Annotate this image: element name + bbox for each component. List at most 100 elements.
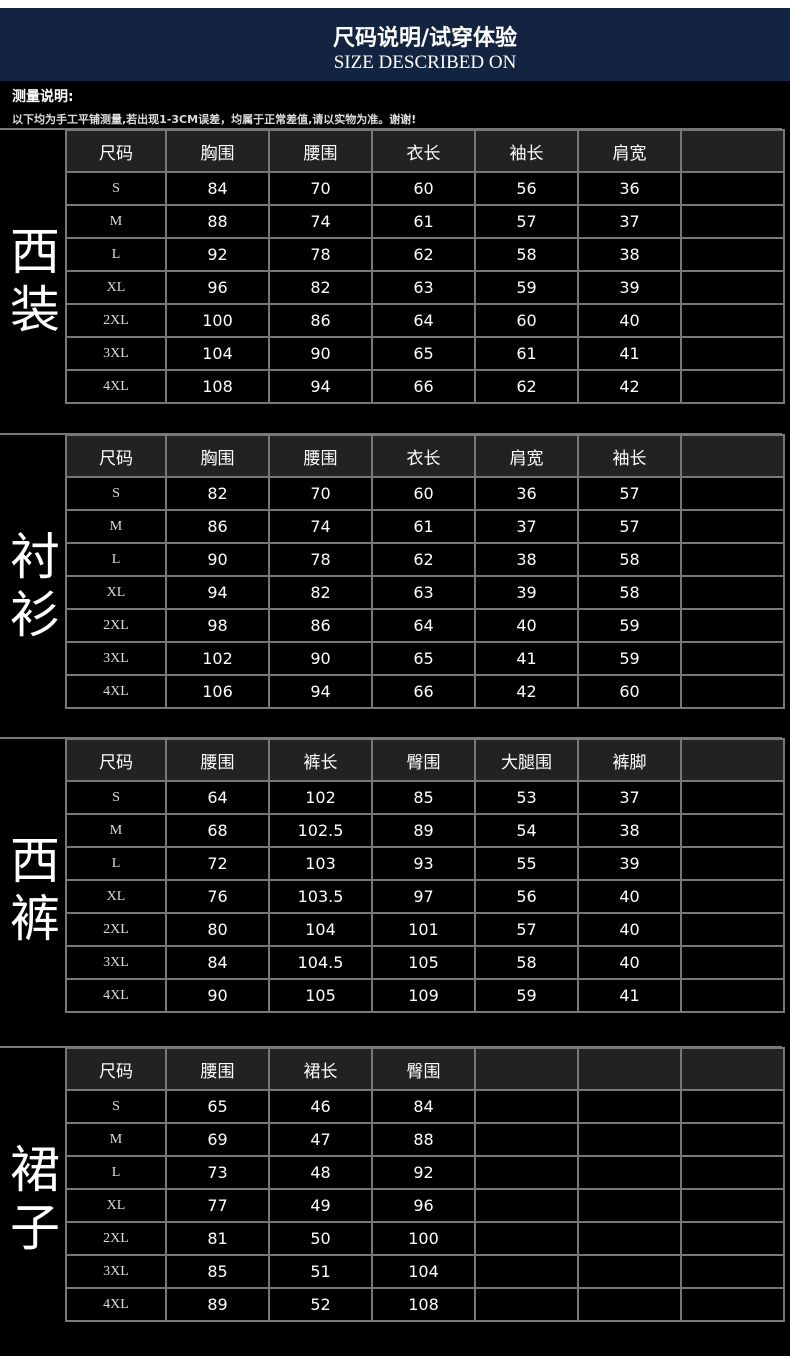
table-cell: 38: [577, 237, 682, 272]
table-cell: M: [65, 1122, 167, 1157]
table-row: 3XL 104 90 65 61 41: [65, 336, 785, 371]
table-row: M 86 74 61 37 57: [65, 509, 785, 544]
table-cell: 74: [268, 204, 373, 239]
column-header: [680, 129, 785, 173]
column-header: 裤脚: [577, 738, 682, 782]
table-cell: [680, 575, 785, 610]
table-cell: [680, 171, 785, 206]
section-label: 衬衫: [10, 528, 60, 644]
table-row: 4XL 89 52 108: [65, 1287, 785, 1322]
table-cell: [680, 1287, 785, 1322]
column-header: 袖长: [474, 129, 579, 173]
table-cell: 97: [371, 879, 476, 914]
column-header: 袖长: [577, 434, 682, 478]
table-cell: 70: [268, 476, 373, 511]
column-header: 腰围: [268, 129, 373, 173]
table-cell: [577, 1155, 682, 1190]
table-cell: 82: [268, 270, 373, 305]
table-cell: 92: [165, 237, 270, 272]
table-row: L 72 103 93 55 39: [65, 846, 785, 881]
section-label: 西裤: [10, 832, 60, 948]
table-cell: 62: [371, 237, 476, 272]
size-table: 尺码 胸围 腰围 衣长 肩宽 袖长 S 82 70 60 36 57 M 86 74 61 37 57 L 90 78 6…: [65, 434, 785, 709]
table-cell: 48: [268, 1155, 373, 1190]
table-cell: [474, 1089, 579, 1124]
table-cell: 60: [371, 476, 476, 511]
table-cell: [577, 1254, 682, 1289]
table-cell: 85: [371, 780, 476, 815]
table-cell: 3XL: [65, 641, 167, 676]
table-cell: 93: [371, 846, 476, 881]
table-cell: 40: [577, 879, 682, 914]
table-cell: XL: [65, 575, 167, 610]
table-cell: L: [65, 1155, 167, 1190]
column-header: 肩宽: [577, 129, 682, 173]
table-cell: [680, 846, 785, 881]
table-cell: 3XL: [65, 1254, 167, 1289]
table-cell: 104: [268, 912, 373, 947]
table-cell: 54: [474, 813, 579, 848]
table-cell: 49: [268, 1188, 373, 1223]
table-cell: [680, 303, 785, 338]
table-cell: 84: [371, 1089, 476, 1124]
table-cell: XL: [65, 270, 167, 305]
divider: [0, 737, 782, 739]
table-cell: 64: [165, 780, 270, 815]
table-cell: 39: [577, 270, 682, 305]
table-cell: 3XL: [65, 945, 167, 980]
table-cell: 41: [577, 336, 682, 371]
table-header-row: 尺码 腰围 裤长 臀围 大腿围 裤脚: [65, 738, 785, 782]
size-table: 尺码 腰围 裙长 臀围 S 65 46 84 M 69 47 88 L 73 48 92 XL 77 49 96 2XL…: [65, 1047, 785, 1322]
table-cell: 65: [165, 1089, 270, 1124]
table-cell: [577, 1188, 682, 1223]
table-row: M 69 47 88: [65, 1122, 785, 1157]
table-row: S 84 70 60 56 36: [65, 171, 785, 206]
table-cell: 100: [371, 1221, 476, 1256]
table-cell: [680, 270, 785, 305]
table-cell: 74: [268, 509, 373, 544]
column-header: [680, 738, 785, 782]
table-cell: 59: [474, 978, 579, 1013]
column-header: 尺码: [65, 738, 167, 782]
column-header: 裤长: [268, 738, 373, 782]
table-cell: 39: [577, 846, 682, 881]
note-text: 以下均为手工平铺测量,若出现1-3CM误差，均属于正常差值,请以实物为准。谢谢!: [12, 113, 417, 126]
table-cell: 41: [577, 978, 682, 1013]
table-cell: M: [65, 813, 167, 848]
table-cell: 104.5: [268, 945, 373, 980]
table-cell: 3XL: [65, 336, 167, 371]
table-cell: 51: [268, 1254, 373, 1289]
table-cell: 82: [165, 476, 270, 511]
size-table: 尺码 胸围 腰围 衣长 袖长 肩宽 S 84 70 60 56 36 M 88 74 61 57 37 L 92 78 6…: [65, 129, 785, 404]
column-header: 衣长: [371, 129, 476, 173]
table-row: XL 77 49 96: [65, 1188, 785, 1223]
table-cell: [680, 1089, 785, 1124]
table-cell: 103.5: [268, 879, 373, 914]
size-table: 尺码 腰围 裤长 臀围 大腿围 裤脚 S 64 102 85 53 37 M 68 102.5 89 54 38 L…: [65, 738, 785, 1013]
table-cell: 60: [474, 303, 579, 338]
table-cell: S: [65, 171, 167, 206]
table-cell: 92: [371, 1155, 476, 1190]
divider: [0, 433, 782, 435]
column-header: 衣长: [371, 434, 476, 478]
table-cell: 52: [268, 1287, 373, 1322]
table-cell: 65: [371, 336, 476, 371]
table-cell: 102: [165, 641, 270, 676]
table-cell: 61: [371, 509, 476, 544]
table-cell: 96: [371, 1188, 476, 1223]
table-cell: 36: [474, 476, 579, 511]
column-header: 尺码: [65, 434, 167, 478]
table-row: 3XL 85 51 104: [65, 1254, 785, 1289]
table-row: XL 76 103.5 97 56 40: [65, 879, 785, 914]
table-cell: 108: [165, 369, 270, 404]
table-cell: 4XL: [65, 1287, 167, 1322]
divider: [0, 128, 782, 130]
section-label: 西装: [10, 223, 60, 339]
column-header: 胸围: [165, 434, 270, 478]
table-cell: [474, 1188, 579, 1223]
table-cell: 78: [268, 237, 373, 272]
table-cell: 60: [371, 171, 476, 206]
table-cell: 105: [371, 945, 476, 980]
table-cell: 40: [577, 945, 682, 980]
table-cell: 37: [577, 780, 682, 815]
